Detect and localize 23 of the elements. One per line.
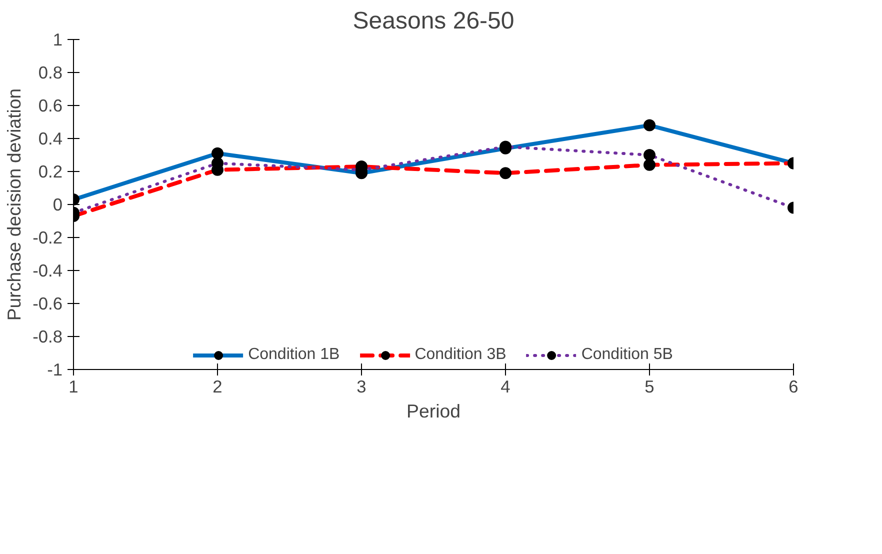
legend-label: Condition 3B [414,346,506,364]
y-tick-label: 1 [52,30,63,50]
y-tick-label: -0.4 [32,260,63,280]
legend-label: Condition 1B [248,346,340,364]
legend-label: Condition 5B [581,346,673,364]
y-tick-label: -0.6 [32,294,62,314]
x-tick-label: 4 [500,376,511,396]
x-tick-label: 1 [68,376,78,396]
y-tick-label: 0 [52,194,63,214]
x-tick-label: 5 [644,376,654,396]
x-tick-label: 3 [356,376,366,396]
x-tick-label: 2 [212,376,222,396]
x-tick-label: 6 [788,376,798,396]
y-tick-label: 0.2 [38,162,63,182]
y-tick-label: 0.6 [38,96,63,116]
y-tick-label: -0.2 [32,228,62,248]
x-axis-title: Period [406,400,460,422]
chart-title: Seasons 26-50 [352,8,514,34]
y-tick-label: 0.8 [38,62,63,82]
y-tick-label: 0.4 [38,128,63,148]
y-tick-label: -0.8 [32,326,62,346]
y-tick-label: -1 [47,360,63,380]
y-axis-title: Purchase decision deviation [4,88,25,321]
